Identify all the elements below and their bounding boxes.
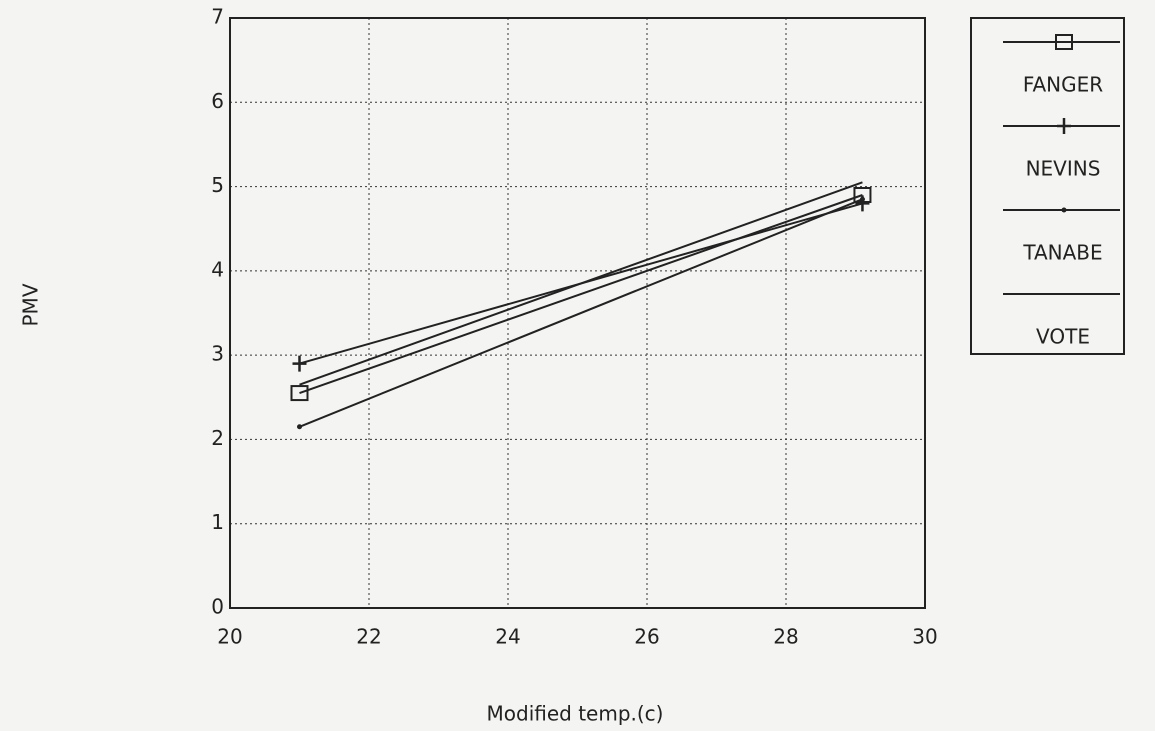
series-line bbox=[299, 181, 863, 386]
marker bbox=[1057, 118, 1071, 134]
x-tick-label: 26 bbox=[634, 625, 659, 649]
y-tick-label: 7 bbox=[211, 5, 224, 29]
marker bbox=[859, 196, 865, 202]
y-axis-label: PMV bbox=[19, 283, 43, 326]
y-tick-label: 1 bbox=[211, 510, 224, 534]
x-tick-label: 24 bbox=[495, 625, 520, 649]
x-tick-label: 22 bbox=[356, 625, 381, 649]
marker bbox=[290, 385, 309, 402]
series-line bbox=[299, 194, 863, 395]
legend-box bbox=[970, 17, 1125, 355]
y-tick-label: 3 bbox=[211, 342, 224, 366]
x-tick-label: 20 bbox=[217, 625, 242, 649]
legend-label: NEVINS bbox=[1026, 157, 1101, 181]
y-tick-label: 6 bbox=[211, 89, 224, 113]
legend-label: FANGER bbox=[1023, 73, 1103, 97]
y-tick-label: 2 bbox=[211, 426, 224, 450]
series-line bbox=[299, 198, 863, 428]
y-tick-label: 0 bbox=[211, 595, 224, 619]
legend-label: TANABE bbox=[1022, 241, 1102, 265]
x-tick-label: 28 bbox=[773, 625, 798, 649]
x-axis-label: Modified temp.(c) bbox=[487, 702, 664, 726]
legend-label: VOTE bbox=[1036, 325, 1090, 349]
marker bbox=[1055, 34, 1073, 50]
plot-frame bbox=[229, 17, 926, 609]
marker bbox=[297, 424, 302, 430]
x-tick-label: 30 bbox=[912, 625, 937, 649]
y-tick-label: 5 bbox=[211, 173, 224, 197]
marker bbox=[292, 355, 307, 372]
marker bbox=[1061, 207, 1067, 213]
y-tick-label: 4 bbox=[211, 257, 224, 281]
